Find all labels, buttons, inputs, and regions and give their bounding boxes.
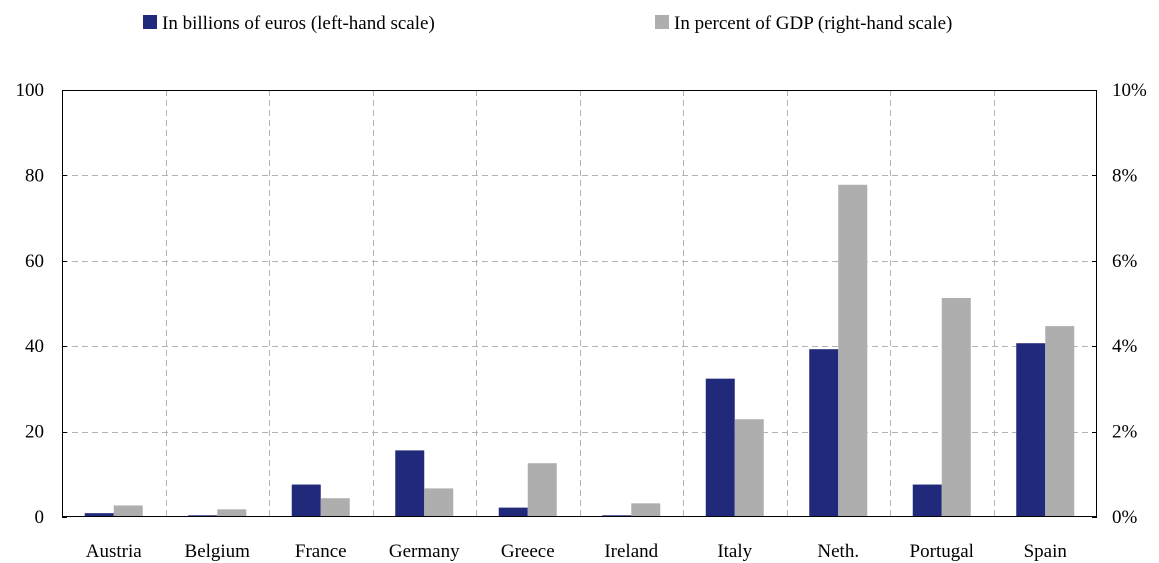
x-axis-category-label: Spain [1024,541,1068,562]
legend-label: In billions of euros (left-hand scale) [162,13,435,34]
x-axis-category-label: Greece [501,541,555,562]
bar-percent-gdp [320,498,350,517]
bar-percent-gdp [217,509,247,517]
legend: In billions of euros (left-hand scale) In… [143,13,952,34]
legend-swatch [655,15,669,29]
x-axis-category-label: Portugal [910,541,974,562]
x-axis-category-label: Belgium [185,541,251,562]
bar-billions-euros [1016,343,1046,517]
bar-billions-euros [705,378,735,517]
bar-percent-gdp [734,419,764,517]
x-axis: Austria Belgium France Germany Greece Ireland… [86,541,1068,562]
plot-frame [62,90,1097,517]
bar-percent-gdp [424,488,454,517]
right-axis-tick-label: 0% [1112,507,1138,528]
bar-billions-euros [84,513,114,517]
bar-percent-gdp [527,463,557,517]
bar-percent-gdp [631,503,661,517]
bar-billions-euros [809,349,839,517]
right-axis-tick-label: 8% [1112,165,1138,186]
bar-billions-euros [912,484,942,517]
legend-label: In percent of GDP (right-hand scale) [674,13,952,34]
left-axis-tick-label: 80 [25,165,44,186]
left-axis-tick-label: 0 [35,507,45,528]
left-axis-tick-label: 20 [25,422,44,443]
bar-percent-gdp [941,297,971,517]
bar-percent-gdp [1045,326,1075,517]
bar-billions-euros [498,507,528,517]
bar-percent-gdp [838,184,868,517]
x-axis-category-label: Ireland [604,541,658,562]
bar-billions-euros [395,450,425,517]
x-axis-category-label: Austria [86,541,143,562]
right-axis-tick-label: 4% [1112,336,1138,357]
bar-percent-gdp [113,505,143,517]
legend-swatch [143,15,157,29]
left-axis: 0 20 40 60 80 100 [16,80,67,528]
gridlines [62,90,1097,517]
x-axis-category-label: Germany [389,541,460,562]
right-axis-tick-label: 6% [1112,251,1138,272]
left-axis-tick-label: 60 [25,251,44,272]
right-axis: 0% 2% 4% 6% 8% 10% [1092,80,1147,528]
bar-billions-euros [291,484,321,517]
x-axis-category-label: France [295,541,347,562]
right-axis-tick-label: 10% [1112,80,1147,101]
x-axis-category-label: Neth. [817,541,859,562]
right-axis-tick-label: 2% [1112,422,1138,443]
x-axis-category-label: Italy [717,541,752,562]
left-axis-tick-label: 40 [25,336,44,357]
bars [84,184,1075,517]
left-axis-tick-label: 100 [16,80,45,101]
